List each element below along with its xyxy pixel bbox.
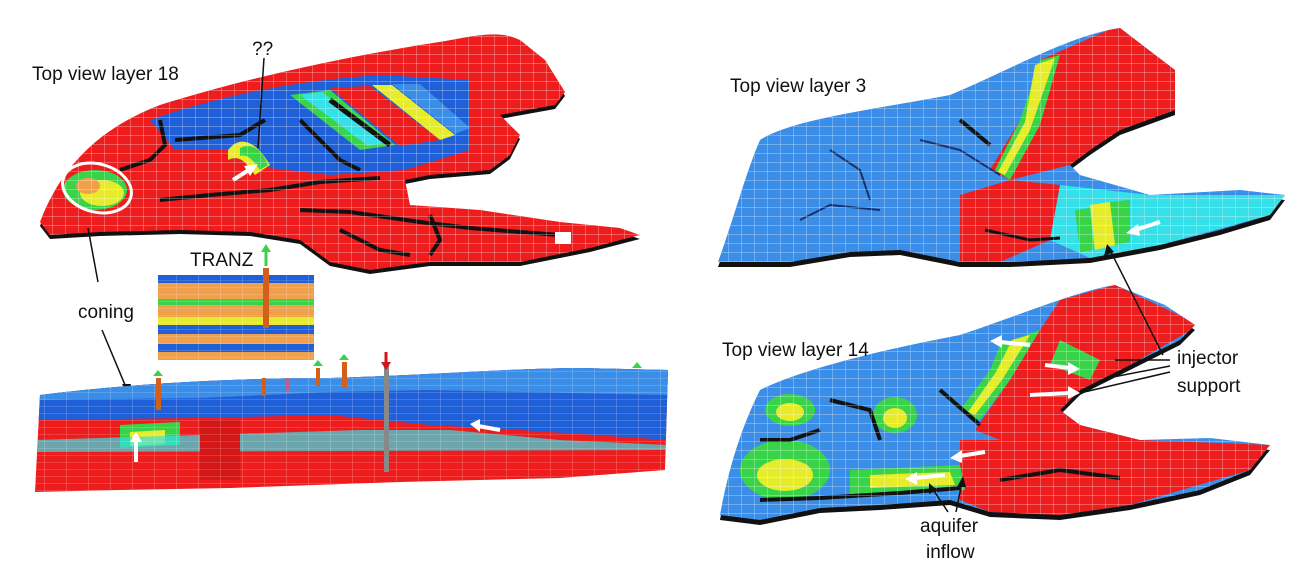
top-view-layer-18-map <box>40 34 640 275</box>
white-arrow-icon <box>950 450 986 463</box>
aquifer-label: aquifer <box>920 516 979 537</box>
aquifer-inflow-pointers <box>929 476 966 513</box>
support-label-text: support <box>1177 376 1241 397</box>
tranz-cross-section <box>158 244 314 360</box>
question-pointer <box>257 57 265 149</box>
tranz-label: TRANZ <box>190 250 254 271</box>
green-arrow-icon <box>339 354 349 360</box>
top-view-layer-3-map <box>718 28 1285 267</box>
coning-label: coning <box>78 302 134 323</box>
coning-pointer-bottom <box>101 329 129 393</box>
top-view-14-label: Top view layer 14 <box>722 340 869 361</box>
white-arrow-icon <box>231 164 258 182</box>
white-arrow-icon <box>1044 362 1080 375</box>
question-label: ?? <box>252 39 273 60</box>
white-arrow-icon <box>470 419 501 432</box>
top-view-3-label: Top view layer 3 <box>730 76 866 97</box>
green-arrow-icon <box>261 244 271 252</box>
white-arrow-icon <box>1029 386 1080 399</box>
inflow-label: inflow <box>926 542 975 563</box>
top-view-layer-14-map <box>720 285 1270 525</box>
injector-support-pointers <box>1079 244 1171 394</box>
white-arrow-icon <box>1126 220 1161 236</box>
green-arrow-icon <box>153 370 163 376</box>
cross-section-3d <box>35 352 668 492</box>
green-arrow-icon <box>313 360 323 366</box>
coning-circle <box>61 161 133 215</box>
coning-pointer-top <box>87 227 99 283</box>
white-arrow-icon <box>905 472 946 485</box>
white-arrow-icon <box>990 335 1031 348</box>
injector-label: injector <box>1177 348 1239 369</box>
top-view-18-label: Top view layer 18 <box>32 64 179 85</box>
green-arrow-icon <box>632 362 642 368</box>
white-arrow-icon <box>130 432 142 462</box>
red-arrow-icon <box>381 362 391 370</box>
